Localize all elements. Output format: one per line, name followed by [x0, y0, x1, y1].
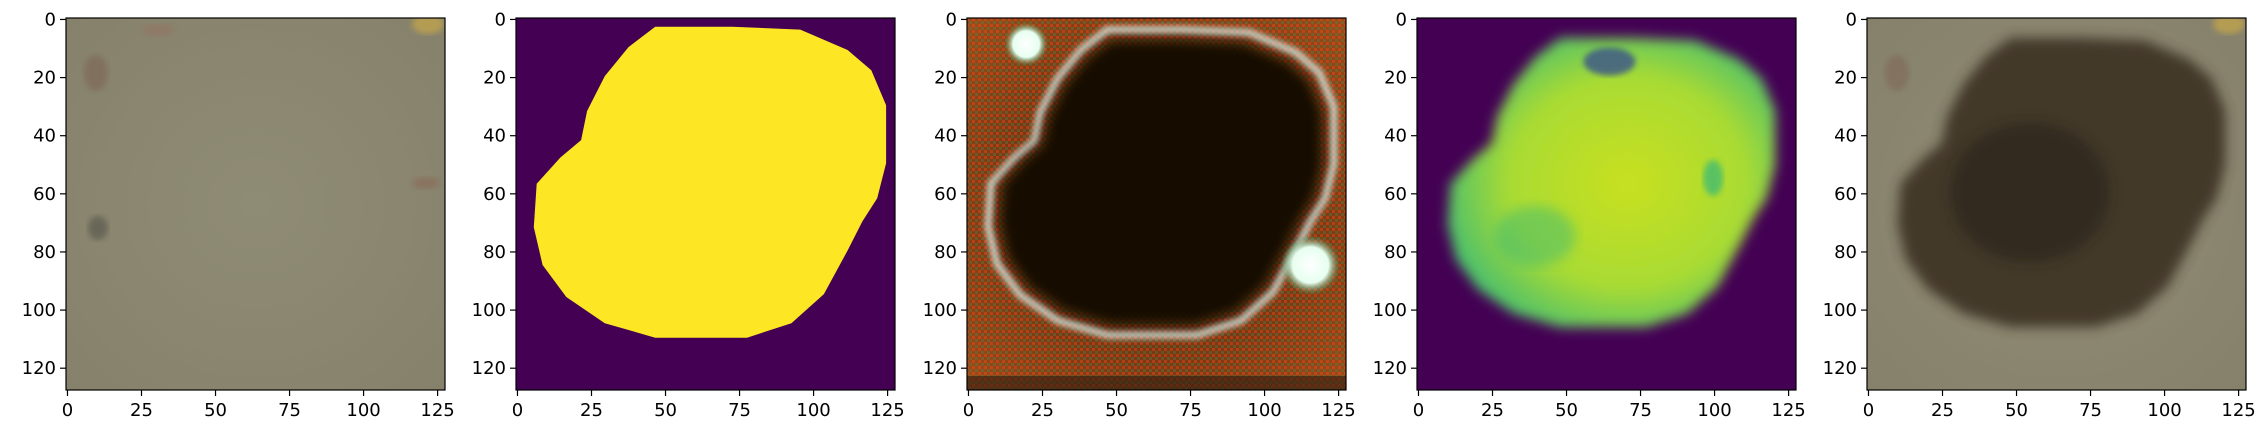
x-tick-label: 100 [796, 400, 830, 421]
x-tick-label: 100 [346, 400, 380, 421]
soft-mask-image [1417, 18, 1796, 390]
y-tick-label: 120 [1823, 358, 1857, 379]
y-tick-label: 20 [33, 68, 56, 89]
y-tick-label: 60 [483, 184, 506, 205]
y-tick-label: 60 [934, 184, 957, 205]
x-tick-label: 100 [1247, 400, 1281, 421]
y-tick-label: 100 [1823, 300, 1857, 321]
y-tick-label: 60 [33, 184, 56, 205]
y-tick-label: 0 [1396, 9, 1407, 30]
x-tick-label: 75 [1629, 400, 1652, 421]
y-tick-label: 80 [1834, 242, 1857, 263]
x-tick-label: 125 [1771, 400, 1805, 421]
generated-rgb-frame [966, 17, 1347, 391]
y-tick-label: 100 [923, 300, 957, 321]
y-tick-label: 120 [1373, 358, 1407, 379]
x-tick-label: 0 [62, 400, 73, 421]
y-tick-label: 120 [923, 358, 957, 379]
mask-image [516, 18, 895, 390]
x-tick-label: 75 [2079, 400, 2102, 421]
y-tick-label: 100 [1373, 300, 1407, 321]
y-tick-label: 0 [1846, 9, 1857, 30]
x-tick-label: 75 [278, 400, 301, 421]
x-tick-label: 50 [1105, 400, 1128, 421]
x-tick-label: 100 [1697, 400, 1731, 421]
y-tick-label: 20 [1834, 68, 1857, 89]
mask-panel: 0 25 50 75 100 125 0 20 40 60 80 100 120 [472, 9, 905, 421]
x-tick-label: 50 [2005, 400, 2028, 421]
y-tick-label: 100 [472, 300, 506, 321]
y-tick-label: 40 [1384, 126, 1407, 147]
y-tick-label: 80 [33, 242, 56, 263]
generated-rgb-image [967, 18, 1346, 390]
x-tick-label: 100 [2147, 400, 2181, 421]
mask-frame [515, 17, 896, 391]
y-tick-label: 80 [934, 242, 957, 263]
y-tick-label: 0 [946, 9, 957, 30]
soft-mask-panel: 0 25 50 75 100 125 0 20 40 60 80 100 120 [1373, 9, 1806, 421]
x-tick-label: 125 [1321, 400, 1355, 421]
x-tick-label: 25 [580, 400, 603, 421]
x-tick-label: 25 [1481, 400, 1504, 421]
y-tick-label: 40 [483, 126, 506, 147]
y-tick-label: 0 [45, 9, 56, 30]
x-tick-label: 25 [130, 400, 153, 421]
x-tick-label: 75 [1179, 400, 1202, 421]
y-tick-label: 100 [22, 300, 56, 321]
y-tick-label: 60 [1834, 184, 1857, 205]
generated-rgb-panel: 0 25 50 75 100 125 0 20 40 60 80 100 120 [923, 9, 1356, 421]
composite-image [1867, 18, 2246, 390]
x-tick-label: 25 [1931, 400, 1954, 421]
input-image-image [66, 18, 445, 390]
y-tick-label: 20 [483, 68, 506, 89]
x-tick-label: 25 [1031, 400, 1054, 421]
x-tick-label: 0 [512, 400, 523, 421]
y-tick-label: 40 [33, 126, 56, 147]
x-tick-label: 50 [204, 400, 227, 421]
x-tick-label: 0 [963, 400, 974, 421]
input-image-panel: 0 25 50 75 100 125 0 20 40 60 80 100 120 [22, 9, 455, 421]
composite-panel: 0 25 50 75 100 125 0 20 40 60 80 100 120 [1823, 9, 2256, 421]
x-tick-label: 75 [728, 400, 751, 421]
composite-frame [1866, 17, 2247, 391]
y-tick-label: 40 [1834, 126, 1857, 147]
y-tick-label: 80 [1384, 242, 1407, 263]
y-tick-label: 120 [22, 358, 56, 379]
x-tick-label: 0 [1863, 400, 1874, 421]
x-tick-label: 125 [870, 400, 904, 421]
input-image-frame [65, 17, 446, 391]
y-tick-label: 20 [934, 68, 957, 89]
x-tick-label: 125 [420, 400, 454, 421]
y-tick-label: 60 [1384, 184, 1407, 205]
soft-mask-frame [1416, 17, 1797, 391]
y-tick-label: 20 [1384, 68, 1407, 89]
x-tick-label: 50 [1555, 400, 1578, 421]
y-tick-label: 120 [472, 358, 506, 379]
x-tick-label: 0 [1413, 400, 1424, 421]
y-tick-label: 80 [483, 242, 506, 263]
y-tick-label: 0 [495, 9, 506, 30]
x-tick-label: 50 [654, 400, 677, 421]
x-tick-label: 125 [2221, 400, 2255, 421]
y-tick-label: 40 [934, 126, 957, 147]
